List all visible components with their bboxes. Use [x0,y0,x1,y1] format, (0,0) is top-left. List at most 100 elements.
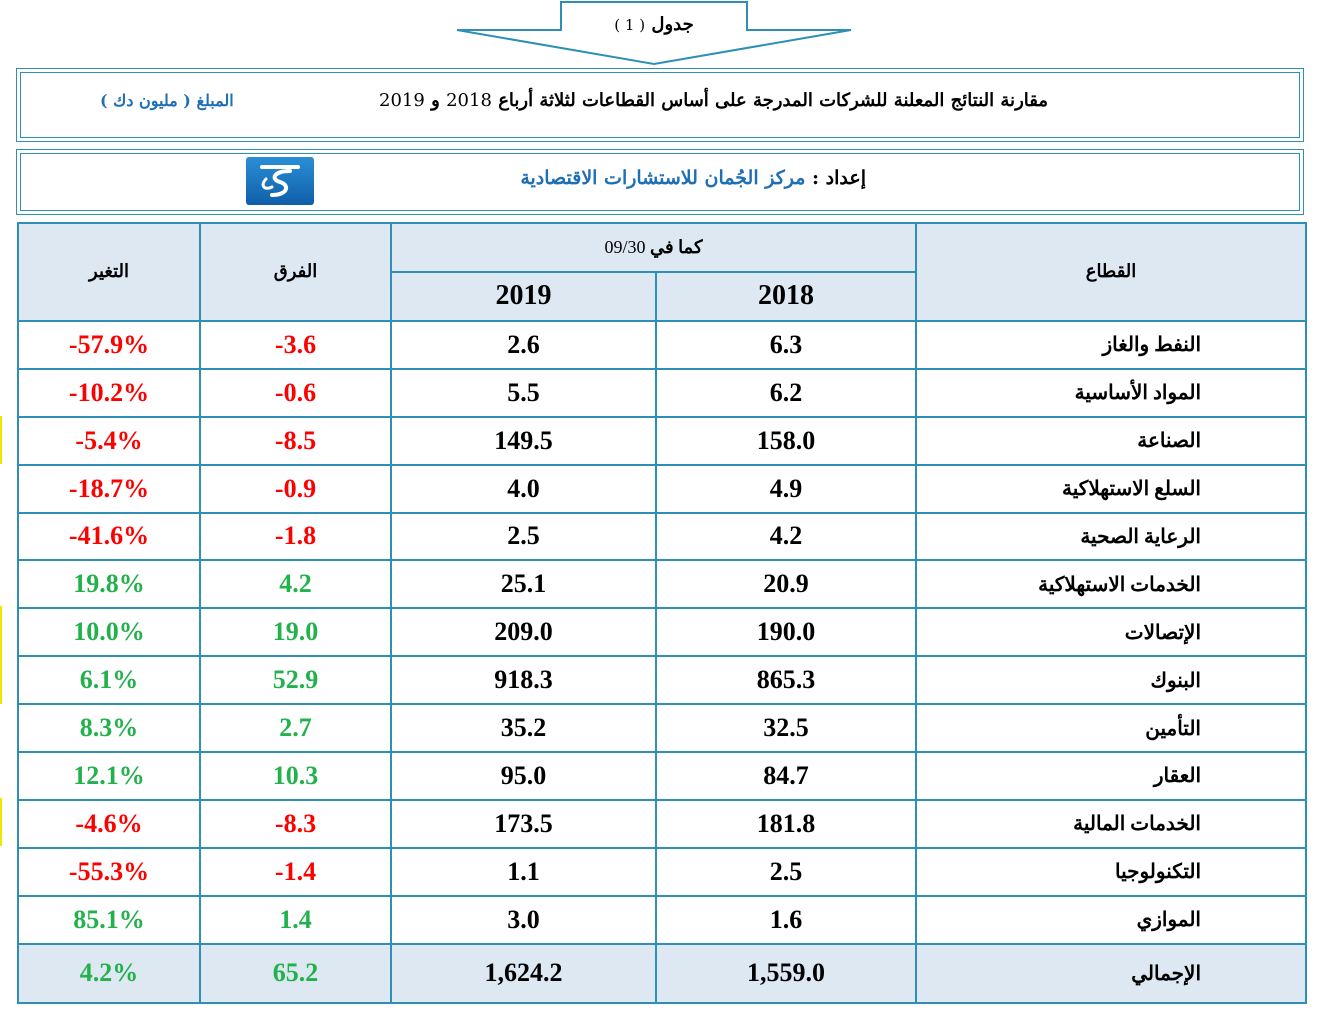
table-row: -5.4% -8.5 149.5 158.0 الصناعة [17,415,1307,466]
row-sector: التأمين [915,703,1307,754]
total-row: 4.2% 65.2 1,624.2 1,559.0 الإجمالي [17,942,1307,1005]
row-sector: الرعاية الصحية [915,511,1307,562]
row-diff: -8.3 [199,798,392,849]
row-sector: الإتصالات [915,607,1307,658]
table-row: 12.1% 10.3 95.0 84.7 العقار [17,751,1307,801]
header-asof-date: 09/30 [604,236,646,257]
table-row: -55.3% -1.4 1.1 2.5 التكنولوجيا [17,846,1307,897]
row-diff: 1.4 [199,894,392,945]
row-sector: العقار [915,751,1307,801]
row-2019: 95.0 [390,751,657,801]
total-diff: 65.2 [199,942,392,1005]
header-2018: 2018 [655,270,917,322]
row-sector: التكنولوجيا [915,846,1307,897]
row-change: -5.4% [17,415,201,466]
row-2018: 84.7 [655,751,917,801]
row-2019: 209.0 [390,607,657,658]
row-2019: 2.6 [390,319,657,370]
row-2018: 20.9 [655,559,917,610]
row-diff: -3.6 [199,319,392,370]
row-2018: 865.3 [655,655,917,706]
table-row: -4.6% -8.3 173.5 181.8 الخدمات المالية [17,798,1307,849]
page-title: مقارنة النتائج المعلنة للشركات المدرجة ع… [379,90,1048,111]
row-sector: الموازي [915,894,1307,945]
amount-unit-label: المبلغ ( مليون دك ) [100,91,234,110]
caption-word: جدول [651,14,694,35]
table-row: 19.8% 4.2 25.1 20.9 الخدمات الاستهلاكية [17,559,1307,610]
amount-unit: ( مليون دك ) [100,91,191,110]
table-body: -57.9% -3.6 2.6 6.3 النفط والغاز -10.2% -0.6 5.… [17,319,1307,945]
table-caption: جدول ( 1 ) [455,14,853,35]
row-diff: 2.7 [199,703,392,754]
row-2019: 2.5 [390,511,657,562]
row-2018: 32.5 [655,703,917,754]
row-change: 10.0% [17,607,201,658]
row-sector: الصناعة [915,415,1307,466]
logo-mark-icon [260,165,300,197]
row-2018: 190.0 [655,607,917,658]
row-diff: 4.2 [199,559,392,610]
row-sector: النفط والغاز [915,319,1307,370]
row-2019: 35.2 [390,703,657,754]
row-2019: 149.5 [390,415,657,466]
amount-label: المبلغ [196,91,234,110]
table-row: 8.3% 2.7 35.2 32.5 التأمين [17,703,1307,754]
header-asof: كما في 09/30 [390,222,917,273]
title-main: مقارنة النتائج المعلنة للشركات المدرجة ع… [498,90,1048,111]
row-2019: 173.5 [390,798,657,849]
row-change: 12.1% [17,751,201,801]
row-2018: 6.3 [655,319,917,370]
row-change: 8.3% [17,703,201,754]
caption-number: ( 1 ) [614,16,646,34]
row-2019: 918.3 [390,655,657,706]
table-subheader-row: 2019 2018 [18,270,1306,322]
title-box [16,68,1304,142]
row-diff: 10.3 [199,751,392,801]
header-sector: القطاع [915,222,1307,322]
row-sector: البنوك [915,655,1307,706]
row-change: 6.1% [17,655,201,706]
header-2019: 2019 [390,270,657,322]
preparer-box [16,149,1304,215]
row-diff: 52.9 [199,655,392,706]
row-2018: 181.8 [655,798,917,849]
row-diff: -1.8 [199,511,392,562]
row-change: -10.2% [17,367,201,418]
total-2018: 1,559.0 [655,942,917,1005]
total-change: 4.2% [17,942,201,1005]
row-2018: 6.2 [655,367,917,418]
title-and: و [431,90,440,111]
row-2019: 1.1 [390,846,657,897]
row-diff: -0.9 [199,463,392,514]
total-sector: الإجمالي [915,942,1307,1005]
total-2019: 1,624.2 [390,942,657,1005]
row-change: 85.1% [17,894,201,945]
row-sector: السلع الاستهلاكية [915,463,1307,514]
row-change: -57.9% [17,319,201,370]
table-row: -57.9% -3.6 2.6 6.3 النفط والغاز [17,319,1307,370]
edge-mark [0,798,2,846]
row-change: -41.6% [17,511,201,562]
down-arrow-icon [456,1,852,66]
table-header-row: التغير الفرق كما في 09/30 القطاع [17,222,1307,322]
row-2018: 4.9 [655,463,917,514]
row-diff: -1.4 [199,846,392,897]
header-change: التغير [17,222,201,322]
row-2019: 3.0 [390,894,657,945]
preparer-label: إعداد : [812,167,866,189]
row-change: 19.8% [17,559,201,610]
row-change: -18.7% [17,463,201,514]
row-diff: -0.6 [199,367,392,418]
row-2018: 158.0 [655,415,917,466]
row-2018: 1.6 [655,894,917,945]
sector-results-table: التغير الفرق كما في 09/30 القطاع 2019 20… [17,222,1307,1005]
table-row: -10.2% -0.6 5.5 6.2 المواد الأساسية [17,367,1307,418]
row-diff: 19.0 [199,607,392,658]
preparer-name: مركز الجُمان للاستشارات الاقتصادية [520,167,806,189]
row-2019: 5.5 [390,367,657,418]
edge-mark [0,606,2,704]
table-row: 6.1% 52.9 918.3 865.3 البنوك [17,655,1307,706]
row-sector: المواد الأساسية [915,367,1307,418]
row-2018: 4.2 [655,511,917,562]
title-year-2019: 2019 [379,90,425,111]
